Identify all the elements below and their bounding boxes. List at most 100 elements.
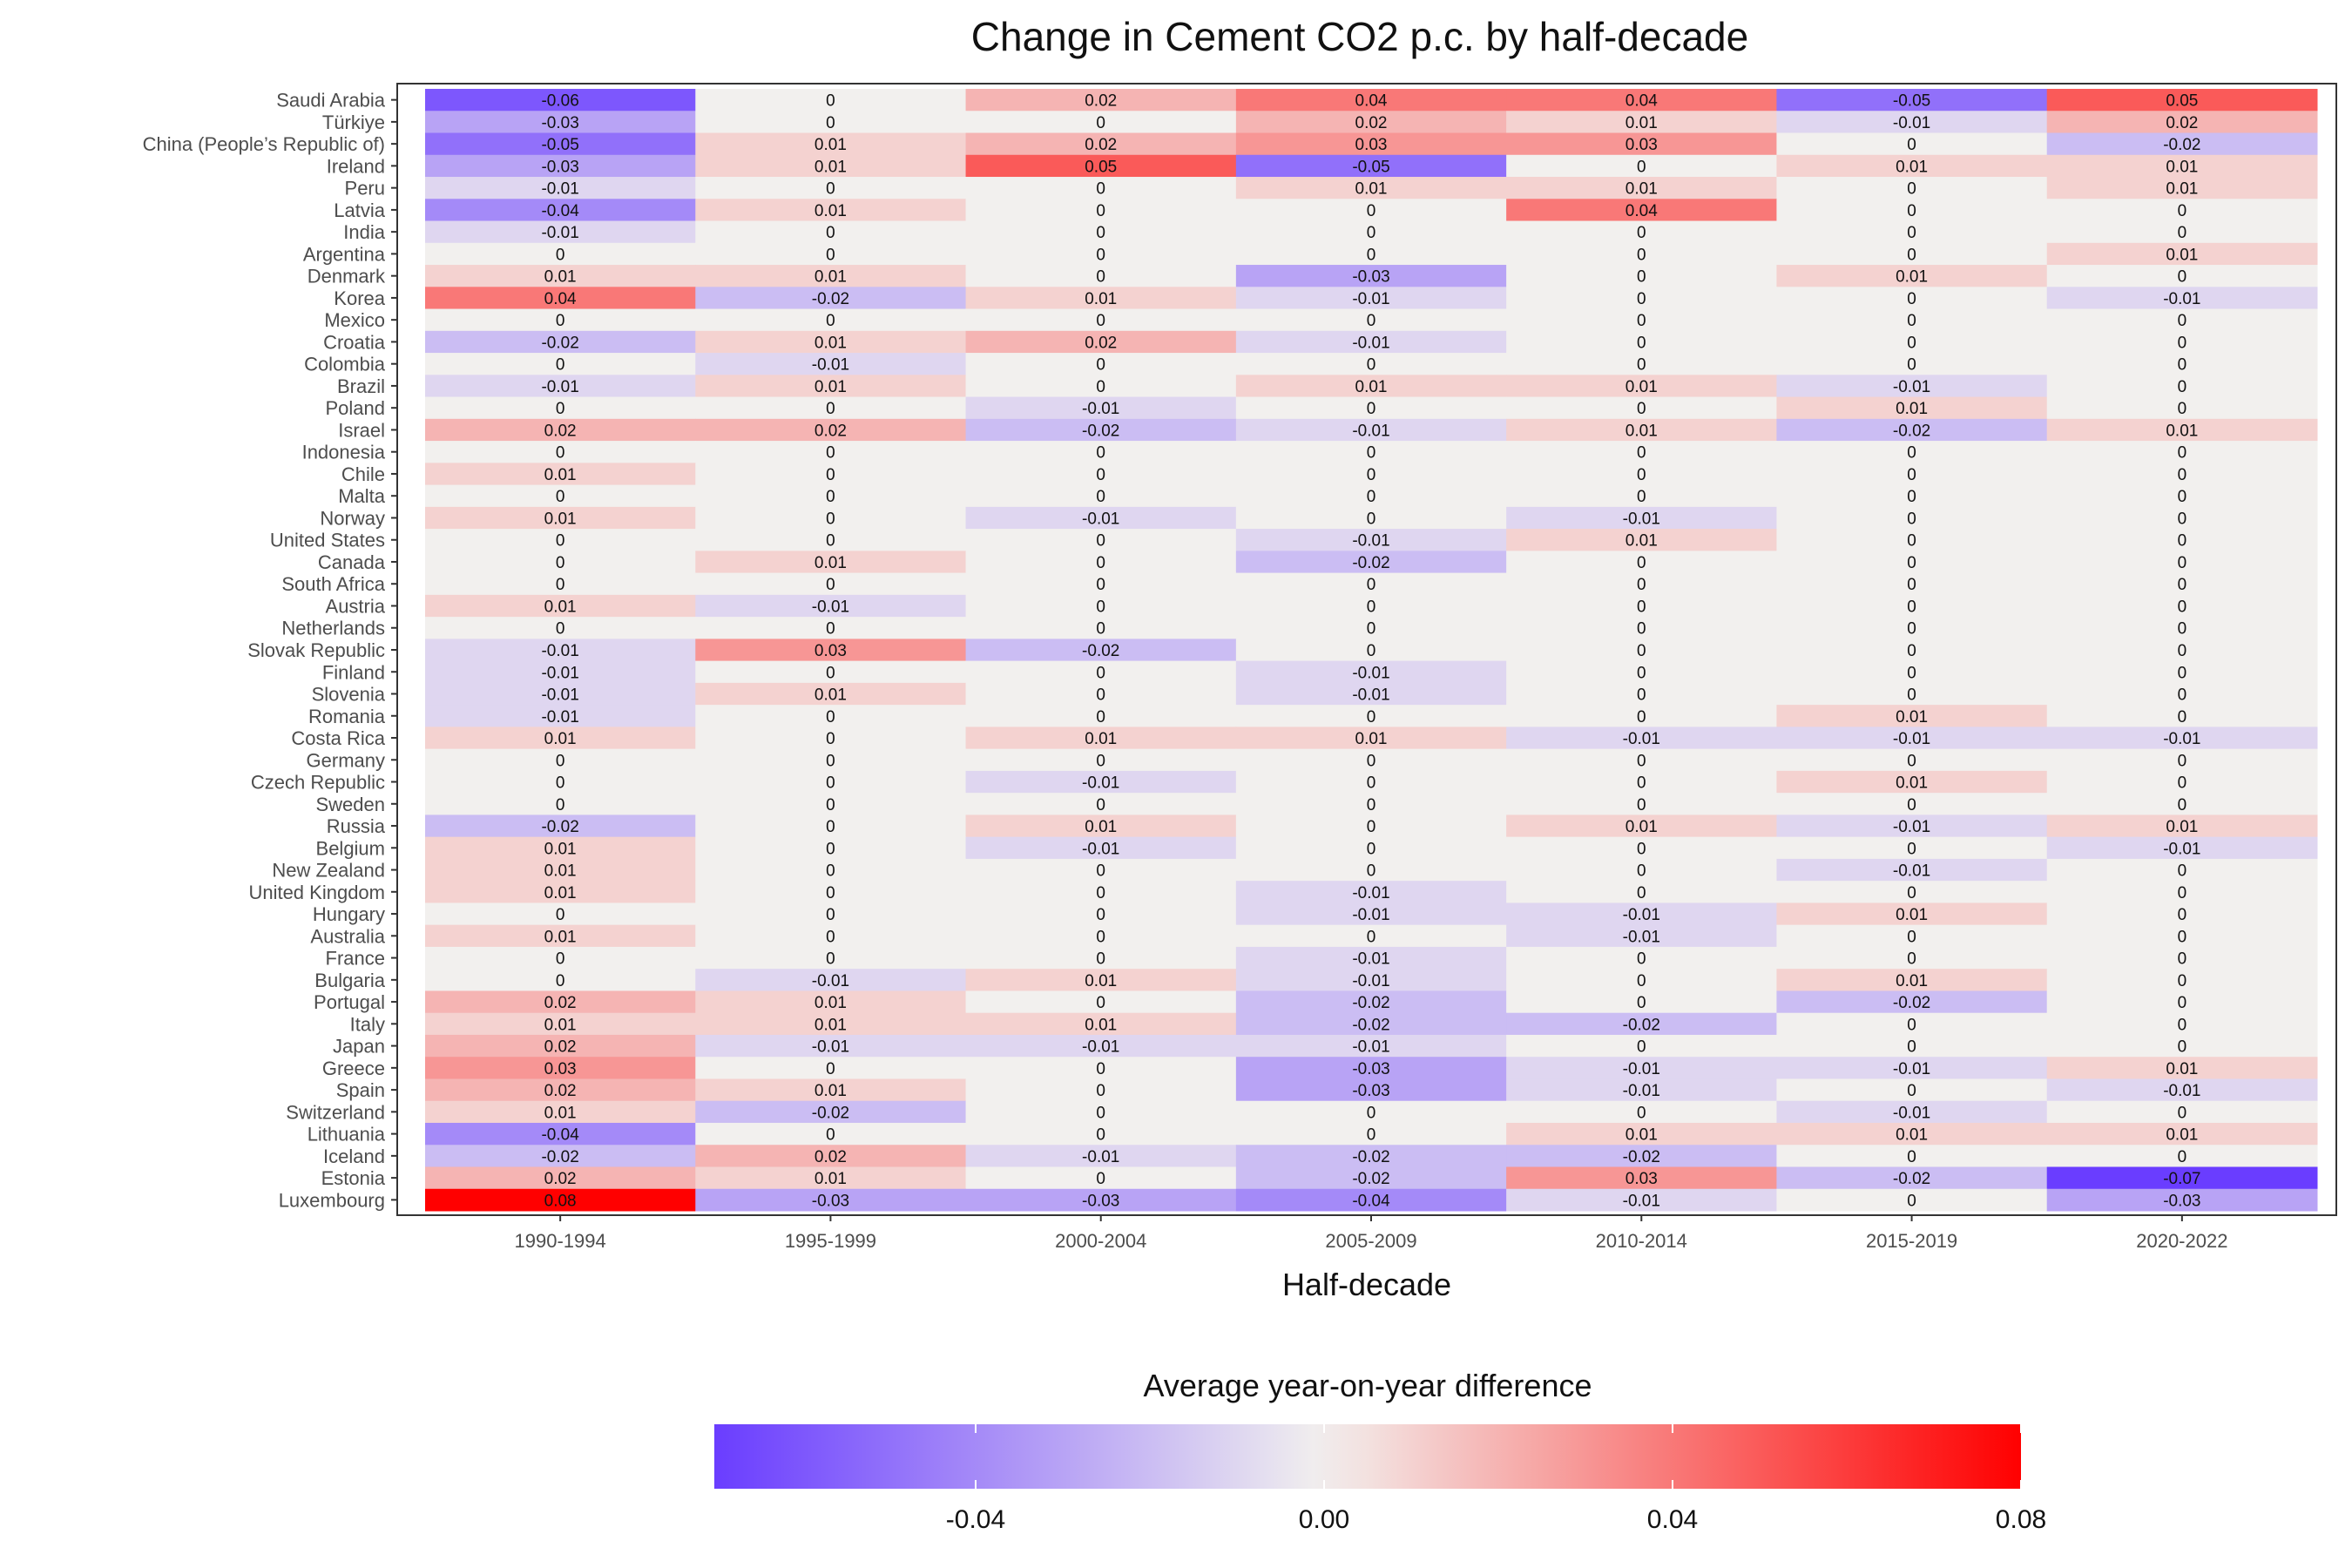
cell-value-label: 0	[826, 510, 835, 528]
cell-value-label: -0.05	[1893, 92, 1930, 111]
cell-value-label: 0	[1096, 268, 1105, 287]
x-tick-label: 1990-1994	[515, 1230, 606, 1252]
heatmap-cell	[425, 1012, 696, 1036]
cell-value-label: 0	[2178, 598, 2187, 616]
heatmap-cell	[2046, 506, 2318, 530]
y-tick-label: Russia	[327, 815, 386, 837]
cell-value-label: 0	[1367, 796, 1376, 814]
heatmap-cell	[1506, 418, 1777, 442]
cell-value-label: 0	[1637, 224, 1646, 242]
heatmap-cell	[695, 1100, 967, 1124]
cell-value-label: 0	[2178, 444, 2187, 463]
heatmap-cell	[965, 1012, 1237, 1036]
heatmap-cell	[1776, 1012, 2048, 1036]
cell-value-label: 0	[2178, 862, 2187, 881]
heatmap-cell	[1506, 220, 1777, 244]
cell-value-label: -0.01	[1352, 950, 1389, 969]
cell-value-label: 0.01	[1085, 290, 1117, 308]
heatmap-cell	[2046, 551, 2318, 574]
y-tick-label: India	[343, 221, 385, 243]
heatmap-cell	[425, 308, 696, 332]
x-tick-label: 2020-2022	[2136, 1230, 2227, 1252]
cell-value-label: 0	[1907, 136, 1916, 154]
cell-value-label: 0.01	[814, 554, 847, 572]
cell-value-label: -0.01	[1352, 906, 1389, 924]
cell-value-label: -0.03	[1082, 1192, 1119, 1210]
cell-value-label: 0	[826, 884, 835, 902]
cell-value-label: -0.01	[1893, 862, 1930, 881]
cell-value-label: 0	[2178, 334, 2187, 352]
cell-value-label: 0	[1637, 840, 1646, 858]
heatmap-cell	[1776, 660, 2048, 684]
cell-value-label: -0.01	[541, 224, 578, 242]
heatmap-cell	[1776, 265, 2048, 287]
cell-value-label: 0.03	[814, 642, 847, 660]
cell-value-label: -0.01	[812, 972, 849, 990]
heatmap-cell	[425, 1100, 696, 1124]
cell-value-label: 0.01	[814, 1170, 847, 1188]
heatmap-cell	[1235, 1166, 1507, 1190]
cell-value-label: 0.02	[544, 422, 577, 440]
cell-value-label: -0.01	[1893, 378, 1930, 396]
cell-value-label: 0	[1096, 950, 1105, 969]
cell-value-label: 0	[556, 774, 565, 793]
cell-value-label: -0.05	[541, 136, 578, 154]
cell-value-label: 0	[1637, 488, 1646, 506]
y-tick-label: Ireland	[327, 155, 385, 177]
heatmap-cell	[425, 682, 696, 706]
cell-value-label: 0	[2178, 466, 2187, 484]
cell-value-label: -0.02	[1352, 554, 1389, 572]
heatmap-cell	[2046, 858, 2318, 882]
heatmap-cell	[1235, 551, 1507, 574]
cell-value-label: 0.01	[1625, 1126, 1658, 1145]
y-tick-label: Austria	[326, 595, 386, 617]
cell-value-label: -0.01	[1352, 972, 1389, 990]
cell-value-label: 0	[1907, 598, 1916, 616]
cell-value-label: 0.01	[1896, 774, 1928, 793]
cell-value-label: 0.01	[1625, 532, 1658, 551]
heatmap-cell	[425, 484, 696, 508]
cell-value-label: 0	[1096, 906, 1105, 924]
cell-value-label: 0.02	[814, 1148, 847, 1166]
cell-value-label: -0.04	[541, 202, 579, 220]
heatmap-cell	[965, 1122, 1237, 1146]
cell-value-label: 0	[826, 180, 835, 199]
cell-value-label: 0	[1637, 796, 1646, 814]
cell-value-label: 0.02	[544, 1038, 577, 1057]
heatmap-cell	[1506, 770, 1777, 794]
heatmap-cell	[425, 1078, 696, 1102]
heatmap-cell	[1506, 660, 1777, 684]
heatmap-cell	[1506, 199, 1777, 222]
heatmap-cell	[965, 990, 1237, 1014]
cell-value-label: -0.02	[1352, 1148, 1389, 1166]
heatmap-cell	[695, 308, 967, 332]
cell-value-label: 0	[1637, 466, 1646, 484]
heatmap-cell	[425, 727, 696, 750]
heatmap-cell	[1235, 814, 1507, 838]
cell-value-label: -0.04	[1352, 1192, 1390, 1210]
cell-value-label: 0	[2178, 796, 2187, 814]
cell-value-label: 0	[2178, 950, 2187, 969]
heatmap-cell	[695, 748, 967, 772]
cell-value-label: 0	[1637, 664, 1646, 682]
heatmap-cell	[695, 1122, 967, 1146]
heatmap-cell	[1506, 748, 1777, 772]
heatmap-cell	[425, 1145, 696, 1167]
heatmap-cell	[2046, 463, 2318, 486]
heatmap-cell	[965, 1188, 1237, 1212]
heatmap-cells: -0.06 0 0.02 0.04 0.04 -0.05 0.05 -0.03 0 0 0.02 0.…	[425, 89, 2318, 1212]
cell-value-label: 0.01	[814, 158, 847, 176]
heatmap-cell	[1235, 154, 1507, 178]
cell-value-label: 0	[1637, 576, 1646, 594]
cell-value-label: -0.01	[1352, 422, 1389, 440]
heatmap-cell	[1776, 177, 2048, 199]
heatmap-cell	[1506, 529, 1777, 551]
heatmap-cell	[965, 506, 1237, 530]
cell-value-label: 0	[1637, 620, 1646, 639]
cell-value-label: 0	[1907, 510, 1916, 528]
cell-value-label: 0	[826, 444, 835, 463]
heatmap-cell	[1506, 506, 1777, 530]
heatmap-cell	[1235, 858, 1507, 882]
cell-value-label: 0	[1907, 312, 1916, 330]
